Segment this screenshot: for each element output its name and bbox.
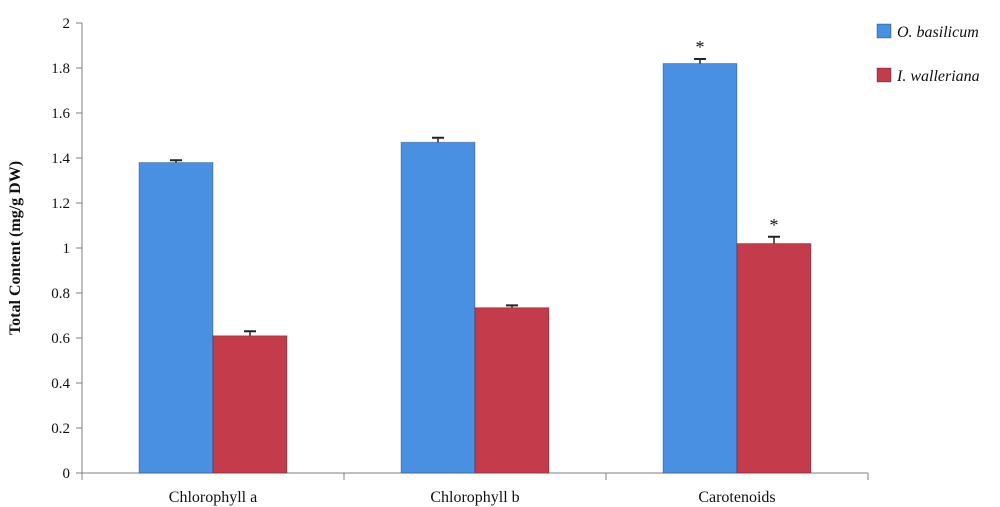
y-tick-label: 1.4	[51, 151, 70, 167]
bars: **	[138, 37, 812, 474]
bar	[138, 162, 214, 474]
y-tick-label: 1.8	[51, 61, 70, 77]
x-category-label: Chlorophyll a	[169, 489, 257, 506]
bar	[474, 307, 550, 474]
y-tick-label: 1	[63, 241, 71, 257]
legend-swatch	[876, 23, 892, 39]
x-category-label: Chlorophyll b	[430, 489, 519, 506]
y-axis: 0 0.2 0.4 0.6 0.8 1 1.2 1.4 1.6 1.8 2	[51, 16, 83, 482]
x-axis: Chlorophyll a Chlorophyll b Carotenoids	[81, 472, 869, 506]
y-tick-label: 0.8	[51, 286, 70, 302]
legend-swatch	[876, 67, 892, 83]
bar	[212, 335, 288, 474]
bar	[400, 141, 476, 474]
legend: O. basilicum I. walleriana	[876, 23, 980, 85]
legend-label: I. walleriana	[896, 68, 980, 85]
y-axis-title: Total Content (mg/g DW)	[7, 161, 24, 335]
y-tick-label: 0.6	[51, 331, 70, 347]
bar	[736, 243, 812, 474]
y-tick-label: 0.2	[51, 421, 70, 437]
y-tick-label: 0	[63, 466, 71, 482]
y-tick-label: 0.4	[51, 376, 70, 392]
significance-marker: *	[770, 215, 779, 235]
y-tick-label: 1.2	[51, 196, 70, 212]
x-category-label: Carotenoids	[698, 489, 775, 506]
y-tick-label: 2	[63, 16, 71, 32]
legend-label: O. basilicum	[897, 24, 979, 41]
bar	[662, 63, 738, 474]
y-tick-label: 1.6	[51, 106, 70, 122]
significance-marker: *	[696, 37, 705, 57]
